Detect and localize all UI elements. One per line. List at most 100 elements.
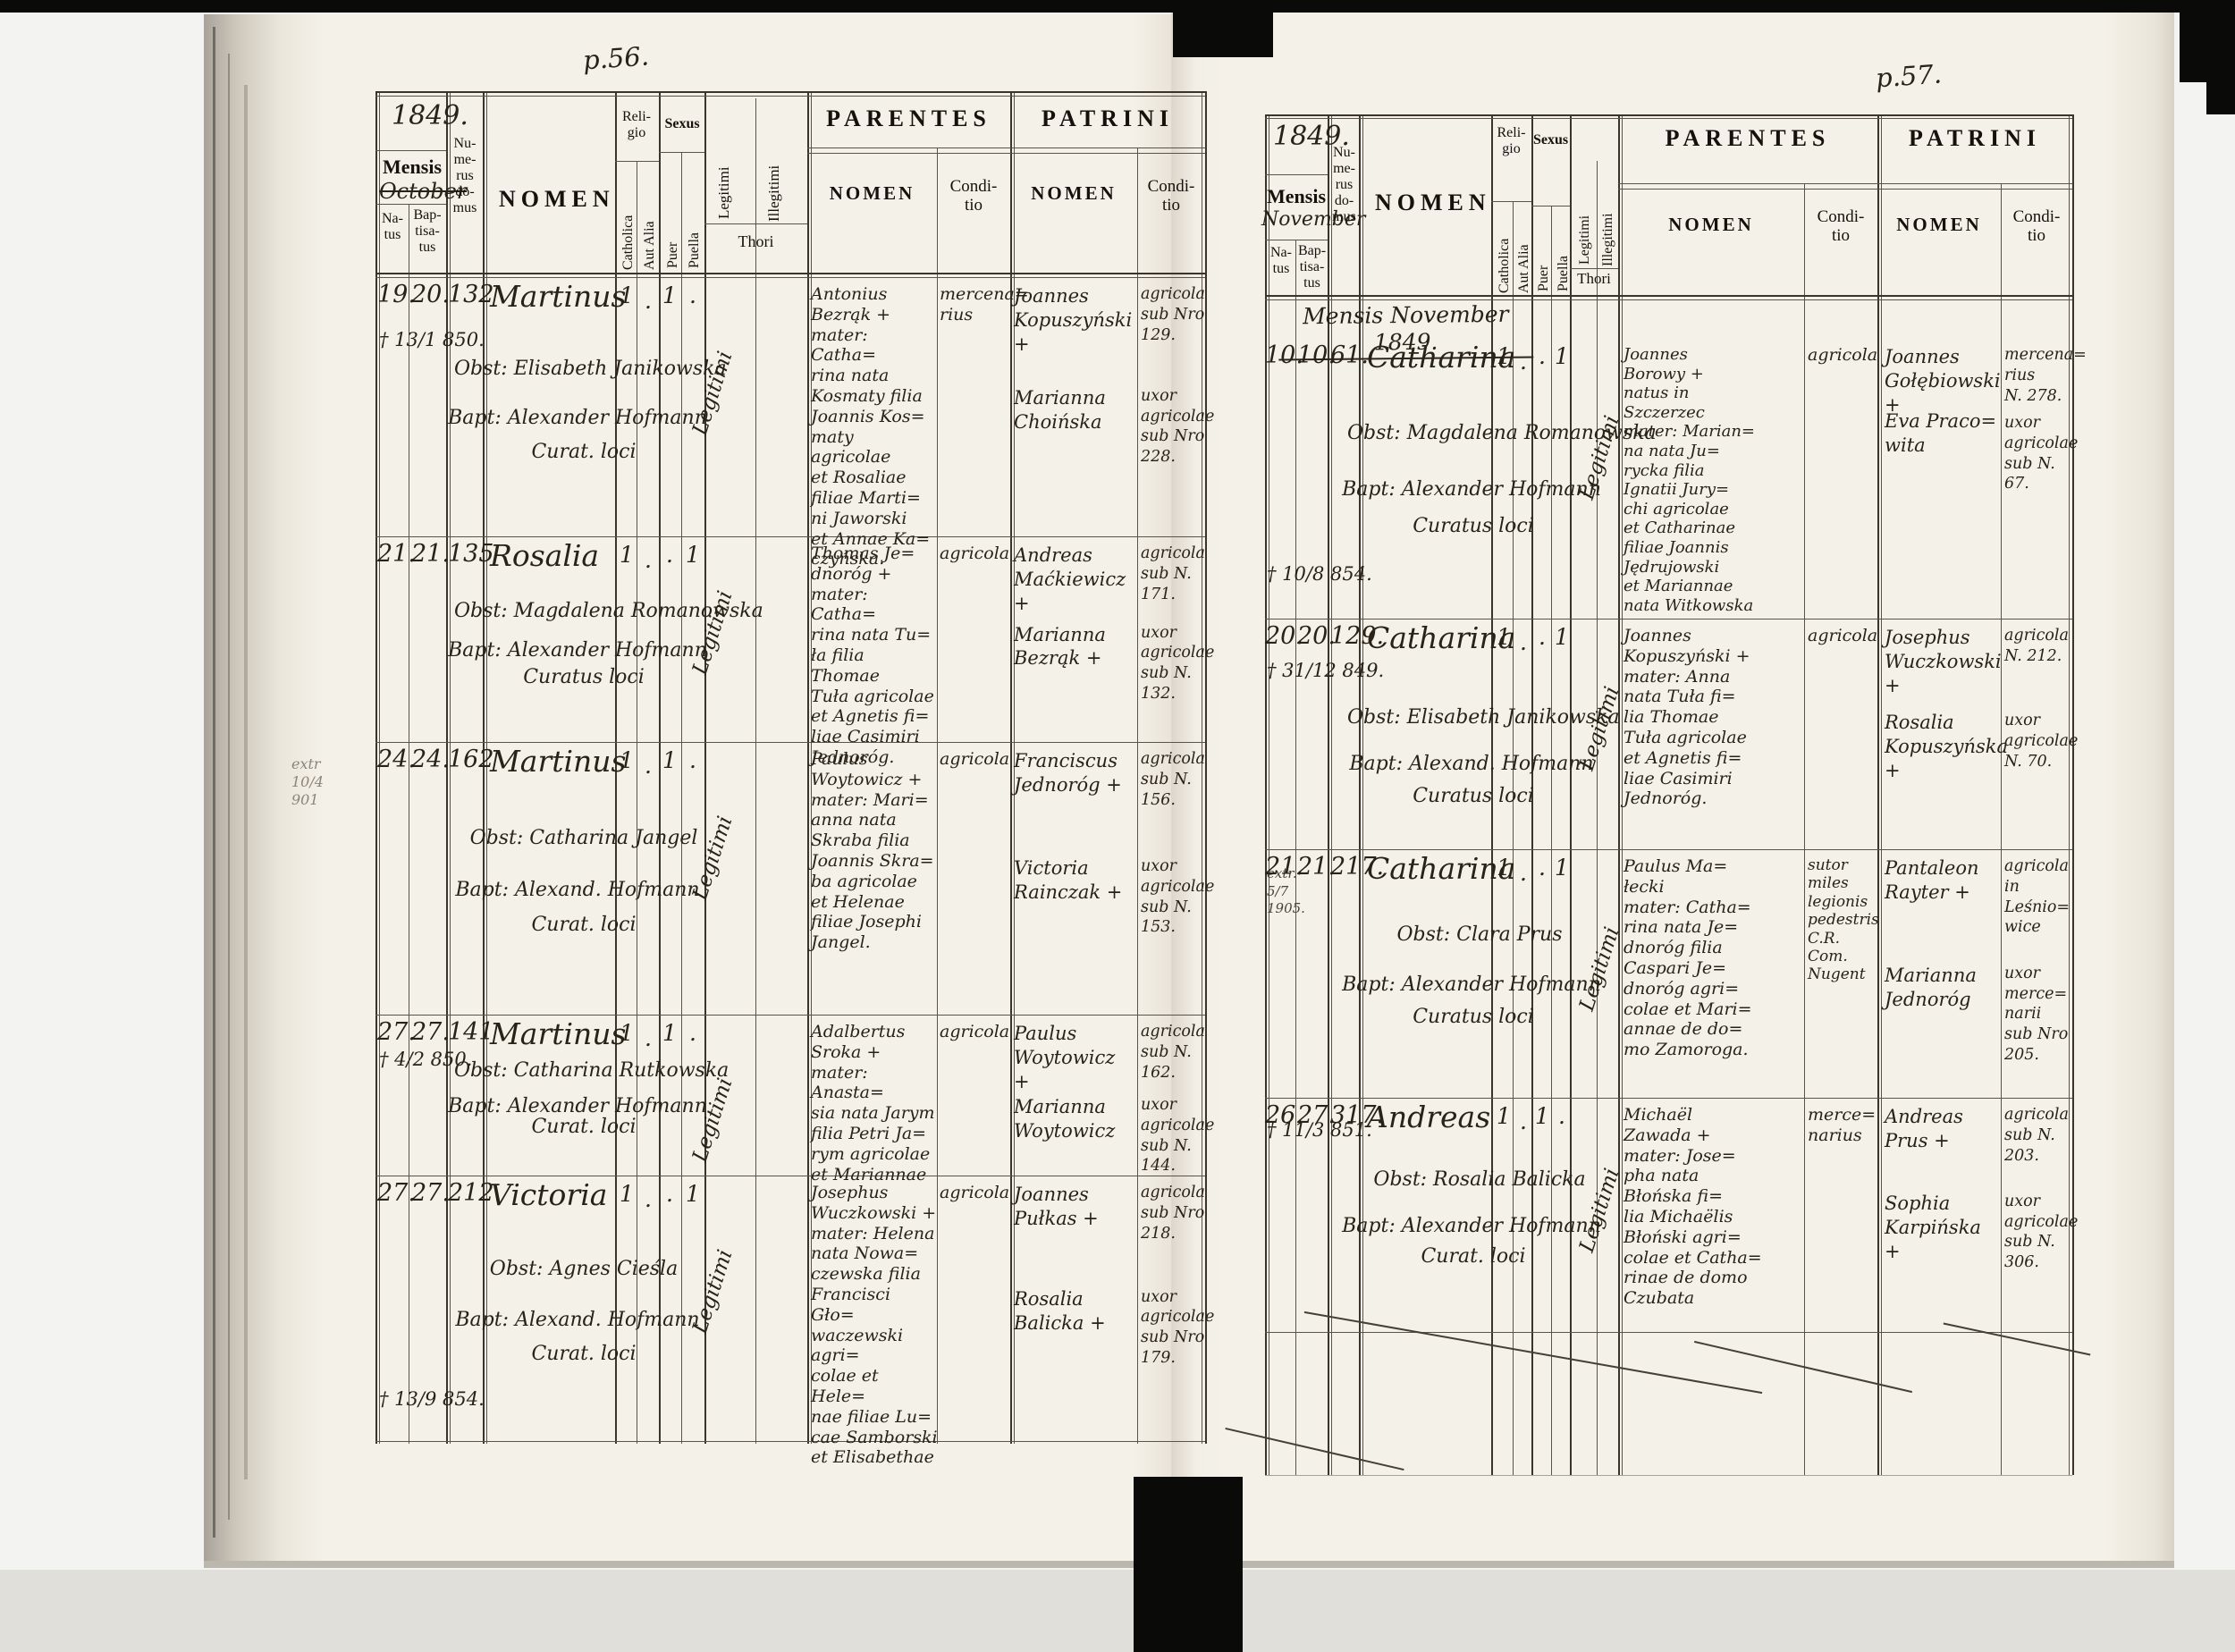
grid-line <box>1265 1098 2072 1099</box>
header-patrini-conditio: Condi- tio <box>1147 177 1195 215</box>
house-number: 135 <box>448 540 494 568</box>
header-patrini-nomen: NOMEN <box>1896 214 1982 235</box>
mark-aut-alia: . <box>1520 629 1527 655</box>
mark-aut-alia: . <box>645 1025 652 1051</box>
page-number: p.57. <box>1874 58 1943 94</box>
right-page <box>1171 13 2174 1564</box>
grid-line <box>375 204 446 205</box>
parentes-conditio: sutor miles legionis pedestris C.R. Com.… <box>1808 856 1879 984</box>
patrinus2-conditio: uxor agricolae sub Nro 179. <box>1141 1287 1215 1367</box>
baptizer-title: Curat. loci <box>531 1116 637 1139</box>
baptisatus-date: 20. <box>1297 622 1336 650</box>
patrinus2-name: Eva Praco= wita <box>1885 410 1997 456</box>
grid-line <box>375 536 1205 537</box>
midwife-note: Obst: Magdalena Romanowska <box>1347 422 1657 445</box>
grid-line <box>1331 114 1332 1475</box>
grid-line <box>375 742 1205 743</box>
mark-puella: 1 <box>1555 624 1569 650</box>
header-parentes-conditio: Condi- tio <box>949 177 998 215</box>
grid-line <box>1265 1475 2072 1476</box>
patrinus2-name: Rosalia Kopuszyńska + <box>1885 712 2008 781</box>
midwife-note: Obst: Catharina Jangel <box>469 826 698 849</box>
grid-line <box>615 91 617 1444</box>
baptisatus-date: 27. <box>411 1179 450 1207</box>
child-name: Catharina <box>1367 340 1516 375</box>
grid-line <box>483 91 485 1444</box>
grid-line <box>1265 114 1267 1475</box>
header-aut-alia: Aut Alia <box>1516 244 1531 293</box>
page-number: p.56. <box>581 40 650 76</box>
header-month: October <box>379 179 468 204</box>
grid-line <box>1265 619 2072 620</box>
header-nomen: NOMEN <box>1375 190 1491 215</box>
corner-shadow <box>2180 0 2235 82</box>
grid-line <box>2069 114 2070 1475</box>
natus-date: 10. <box>1265 341 1303 369</box>
patrinus1-name: Andreas Maćkiewicz + <box>1014 544 1126 614</box>
grid-line <box>1570 268 1618 269</box>
mark-catholica: 1 <box>620 542 634 568</box>
natus-date: 20. <box>1265 622 1303 650</box>
house-number: 61. <box>1330 341 1369 369</box>
death-note: † 11/3 851. <box>1267 1119 1372 1141</box>
grid-line <box>755 98 756 1444</box>
patrinus1-conditio: agricola sub N. 156. <box>1141 750 1205 809</box>
grid-line <box>1622 114 1623 1475</box>
patrinus1-name: Franciscus Jednoróg + <box>1014 750 1122 796</box>
header-thori: Thori <box>738 232 774 250</box>
grid-line <box>1804 183 1805 1475</box>
header-patrini-conditio: Condi- tio <box>2012 207 2061 246</box>
patrinus2-name: Marianna Bezrąk + <box>1014 623 1106 670</box>
baptizer-title: Curat. loci <box>1421 1245 1526 1268</box>
mark-aut-alia: . <box>645 1186 652 1212</box>
header-religio: Reli- gio <box>1497 125 1526 156</box>
baptizer-note: Bapt: Alexand. Hofmann <box>455 878 700 901</box>
grid-line <box>2001 183 2002 1475</box>
patrinus2-name: Rosalia Balicka + <box>1014 1287 1106 1334</box>
mark-aut-alia: . <box>645 753 652 779</box>
header-patrini-nomen: NOMEN <box>1031 182 1117 204</box>
register-entry: 26. 27. 317. Andreas 1 . 1 . Legitimi † … <box>1265 1098 2078 1332</box>
baptizer-title: Curatus loci <box>523 665 645 688</box>
patrinus2-name: Marianna Woytowicz <box>1014 1096 1116 1142</box>
grid-line <box>681 152 682 1444</box>
natus-date: 21. <box>377 540 416 568</box>
register-entry: 21. 21. 135 Rosalia 1 . . 1 Legitimi Obs… <box>375 536 1214 767</box>
corner-shadow <box>2206 82 2235 114</box>
register-entry: 27. 27. 212. Victoria 1 . . 1 Legitimi †… <box>375 1176 1215 1467</box>
grid-line <box>1362 114 1363 1475</box>
patrinus2-name: Victoria Rainczak + <box>1014 857 1123 903</box>
baptizer-note: Bapt: Alexander Hofmann <box>448 407 707 429</box>
grid-line <box>2072 114 2074 1475</box>
binding-gap-bottom <box>1134 1477 1243 1652</box>
patrinus1-conditio: agricola sub Nro 218. <box>1141 1184 1205 1243</box>
page-gutter-streak <box>228 54 230 1520</box>
mark-aut-alia: . <box>1520 349 1527 375</box>
baptisatus-date: 10. <box>1297 341 1336 369</box>
parentes-conditio: agricola <box>1808 626 1878 645</box>
mark-puer: . <box>1539 624 1546 650</box>
patrinus2-name: Marianna Jednoróg <box>1885 964 1977 1010</box>
grid-line <box>446 91 448 1444</box>
scanner-bar <box>0 0 2235 13</box>
parentes-name: Antonius Bezrąk + mater: Catha= rina nat… <box>811 284 931 569</box>
death-note: † 13/9 854. <box>379 1388 485 1410</box>
child-name: Martinus <box>490 744 627 779</box>
child-name: Martinus <box>490 279 627 314</box>
grid-line <box>807 153 1205 154</box>
legitimi-note: Legitimi <box>688 1075 738 1166</box>
baptizer-title: Curatus loci <box>1413 514 1534 537</box>
patrinus1-name: Josephus Wuczkowski + <box>1885 627 2002 696</box>
mark-puella: 1 <box>1555 855 1569 881</box>
grid-line <box>375 273 1205 274</box>
header-puer: Puer <box>665 241 680 268</box>
parentes-name: Joannes Borowy + natus in Szczerzec mate… <box>1624 345 1756 615</box>
patrinus2-conditio: uxor agricolae N. 70. <box>2004 712 2079 771</box>
header-illegitimi: Illegitimi <box>765 164 782 222</box>
baptizer-note: Bapt: Alexander Hofmann <box>448 639 707 662</box>
baptizer-note: Bapt: Alexander Hofmann <box>1342 974 1601 996</box>
header-month: November <box>1261 208 1366 231</box>
grid-line <box>1531 114 1533 1475</box>
header-legitimi: Legitimi <box>1577 215 1592 265</box>
baptisatus-date: 27. <box>1297 1101 1336 1129</box>
